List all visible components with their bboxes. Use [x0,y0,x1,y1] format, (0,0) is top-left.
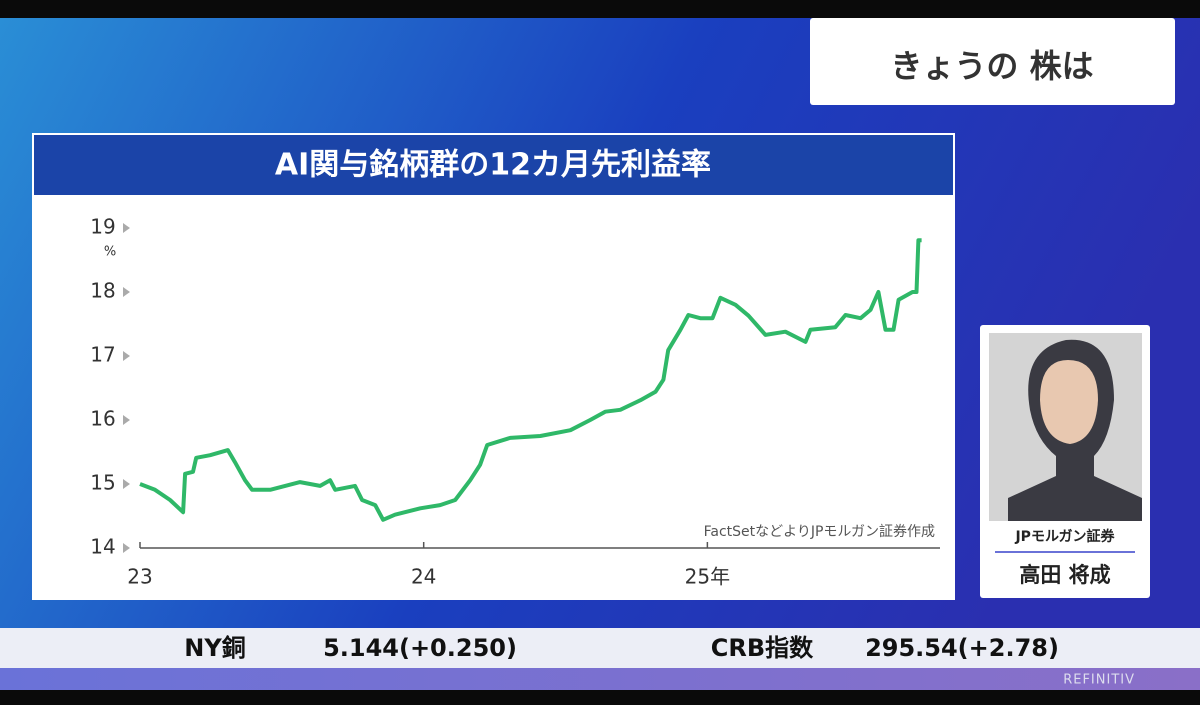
y-tick-mark [123,351,130,361]
x-tick-label: 25年 [685,565,730,589]
header-box [810,18,1175,105]
ticker-bar [0,628,1200,668]
ticker-label: CRB指数 [711,634,814,662]
chart-title-bar [34,135,953,195]
presenter-name: 高田 将成 [1019,563,1110,587]
top-bar [0,0,1200,18]
y-tick-label: 16 [90,407,115,431]
presenter-face [1040,360,1098,444]
y-tick-mark [123,543,130,553]
y-tick-mark [123,415,130,425]
bottom-bar [0,690,1200,705]
header-title: きょうの 株は [890,47,1093,85]
y-tick-mark [123,479,130,489]
y-tick-label: 15 [90,471,115,495]
footer-brand: REFINITIV [1063,673,1135,688]
y-unit: % [104,245,116,260]
y-tick-mark [123,287,130,297]
presenter-company: JPモルガン証券 [1014,528,1115,545]
y-tick-mark [123,223,130,233]
ticker-value: 5.144(+0.250) [323,634,517,662]
ticker-label: NY銅 [184,634,245,662]
y-tick-label: 14 [90,535,115,559]
y-tick-label: 18 [90,279,115,303]
x-tick-label: 24 [411,565,436,589]
chart-title: AI関与銘柄群の12カ月先利益率 [275,148,711,183]
chart-source: FactSetなどよりJPモルガン証券作成 [704,524,935,540]
y-tick-label: 17 [90,343,115,367]
chart-panel [32,133,955,600]
y-tick-label: 19 [90,215,115,239]
ticker-value: 295.54(+2.78) [865,634,1059,662]
x-tick-label: 23 [127,565,152,589]
data-line [139,238,922,522]
footer-bar [0,668,1200,690]
